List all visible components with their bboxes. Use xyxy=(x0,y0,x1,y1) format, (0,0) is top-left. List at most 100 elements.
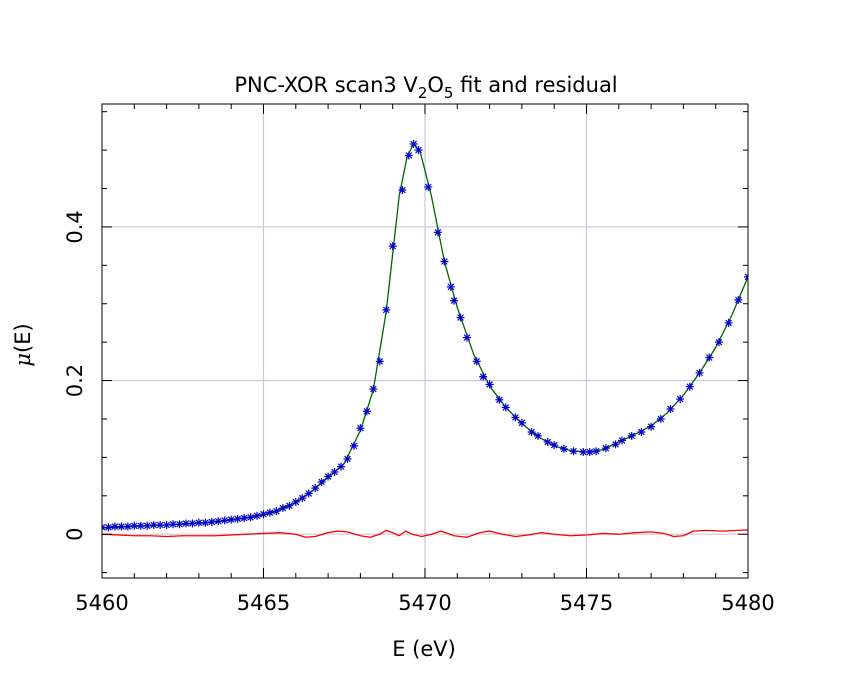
data-point xyxy=(337,462,346,471)
data-point xyxy=(517,418,526,427)
chart-title-sub1: 2 xyxy=(418,84,428,102)
y-tick-label: 0.2 xyxy=(63,364,87,397)
x-axis-label: E (eV) xyxy=(392,637,456,661)
data-point xyxy=(311,484,320,493)
data-point xyxy=(618,436,627,445)
data-point xyxy=(220,516,229,525)
data-point xyxy=(404,151,413,160)
data-point xyxy=(433,228,442,237)
y-tick-label: 0.4 xyxy=(63,210,87,243)
data-point xyxy=(414,146,423,155)
chart-title-mid: O xyxy=(427,73,444,97)
data-point xyxy=(214,517,223,526)
data-point xyxy=(104,523,113,532)
data-point xyxy=(585,448,594,457)
data-point xyxy=(369,385,378,394)
data-point xyxy=(744,272,748,281)
data-point xyxy=(550,441,559,450)
chart-title-prefix: PNC-XOR scan3 V xyxy=(234,73,418,97)
data-point xyxy=(666,404,675,413)
data-point xyxy=(440,257,449,266)
y-axis-label: μ(E) xyxy=(11,323,35,366)
data-point xyxy=(796,183,804,191)
data-point xyxy=(783,187,791,195)
data-point xyxy=(611,440,620,449)
data-point xyxy=(495,395,504,404)
data-point xyxy=(656,414,665,423)
data-point xyxy=(534,431,543,440)
data-point xyxy=(169,520,178,529)
data-point xyxy=(233,514,242,523)
data-point xyxy=(304,489,313,498)
data-point xyxy=(207,517,216,526)
data-point xyxy=(285,501,294,510)
chart-title-suffix: fit and residual xyxy=(453,73,617,97)
data-point xyxy=(398,186,407,195)
data-point xyxy=(637,428,646,437)
data-point xyxy=(695,368,704,377)
data-point xyxy=(259,510,268,519)
data-point xyxy=(592,447,601,456)
data-point xyxy=(828,182,836,190)
data-point xyxy=(527,428,536,437)
data-point xyxy=(246,513,255,522)
chart-title: PNC-XOR scan3 V2O5 fit and residual xyxy=(234,73,617,102)
data-point xyxy=(278,504,287,513)
data-point xyxy=(240,514,249,523)
data-point xyxy=(324,472,333,481)
chart-title-sub2: 5 xyxy=(444,84,454,102)
data-point xyxy=(362,407,371,416)
data-point xyxy=(479,372,488,381)
x-tick-label: 5475 xyxy=(560,591,613,615)
data-point xyxy=(501,403,510,412)
data-point xyxy=(763,223,771,231)
ticks: 5460 5465 5470 5475 5480 0 0.2 0.4 xyxy=(63,104,775,615)
data-point xyxy=(201,518,210,527)
data-point xyxy=(227,515,236,524)
data-point xyxy=(647,422,656,431)
data-point xyxy=(265,508,274,517)
data-point xyxy=(317,477,326,486)
data-point xyxy=(685,382,694,391)
data-point xyxy=(382,305,391,314)
data-point xyxy=(627,431,636,440)
data-point xyxy=(601,444,610,453)
data-point xyxy=(424,182,433,191)
data-point xyxy=(175,520,184,529)
data-point xyxy=(511,413,520,422)
data-point xyxy=(456,313,465,322)
residual-line xyxy=(102,529,748,538)
data-point xyxy=(472,357,481,366)
data-point xyxy=(409,139,418,148)
data-point xyxy=(123,522,132,531)
data-point xyxy=(343,454,352,463)
data-point xyxy=(812,182,820,190)
data-point xyxy=(450,296,459,305)
data-point xyxy=(724,318,733,327)
data-point xyxy=(773,204,781,212)
fit-line xyxy=(102,143,748,529)
y-axis-label-greek: μ xyxy=(11,353,35,367)
data-point xyxy=(375,357,384,366)
data-point xyxy=(188,519,197,528)
x-tick-label: 5480 xyxy=(721,591,774,615)
data-point xyxy=(754,246,762,254)
data-point xyxy=(143,521,152,530)
data-point xyxy=(485,380,494,389)
data-point xyxy=(253,511,262,520)
data-point xyxy=(734,295,743,304)
data-point xyxy=(291,497,300,506)
data-point xyxy=(569,447,578,456)
data-point xyxy=(388,242,397,251)
x-tick-label: 5460 xyxy=(75,591,128,615)
data-point xyxy=(714,338,723,347)
data-point xyxy=(149,520,158,529)
data-point xyxy=(349,441,358,450)
y-tick-label: 0 xyxy=(63,528,87,541)
data-point xyxy=(446,282,455,291)
data-point xyxy=(356,424,365,433)
data-point xyxy=(298,494,307,503)
data-point xyxy=(162,520,171,529)
y-axis-label-rest: (E) xyxy=(11,323,35,353)
